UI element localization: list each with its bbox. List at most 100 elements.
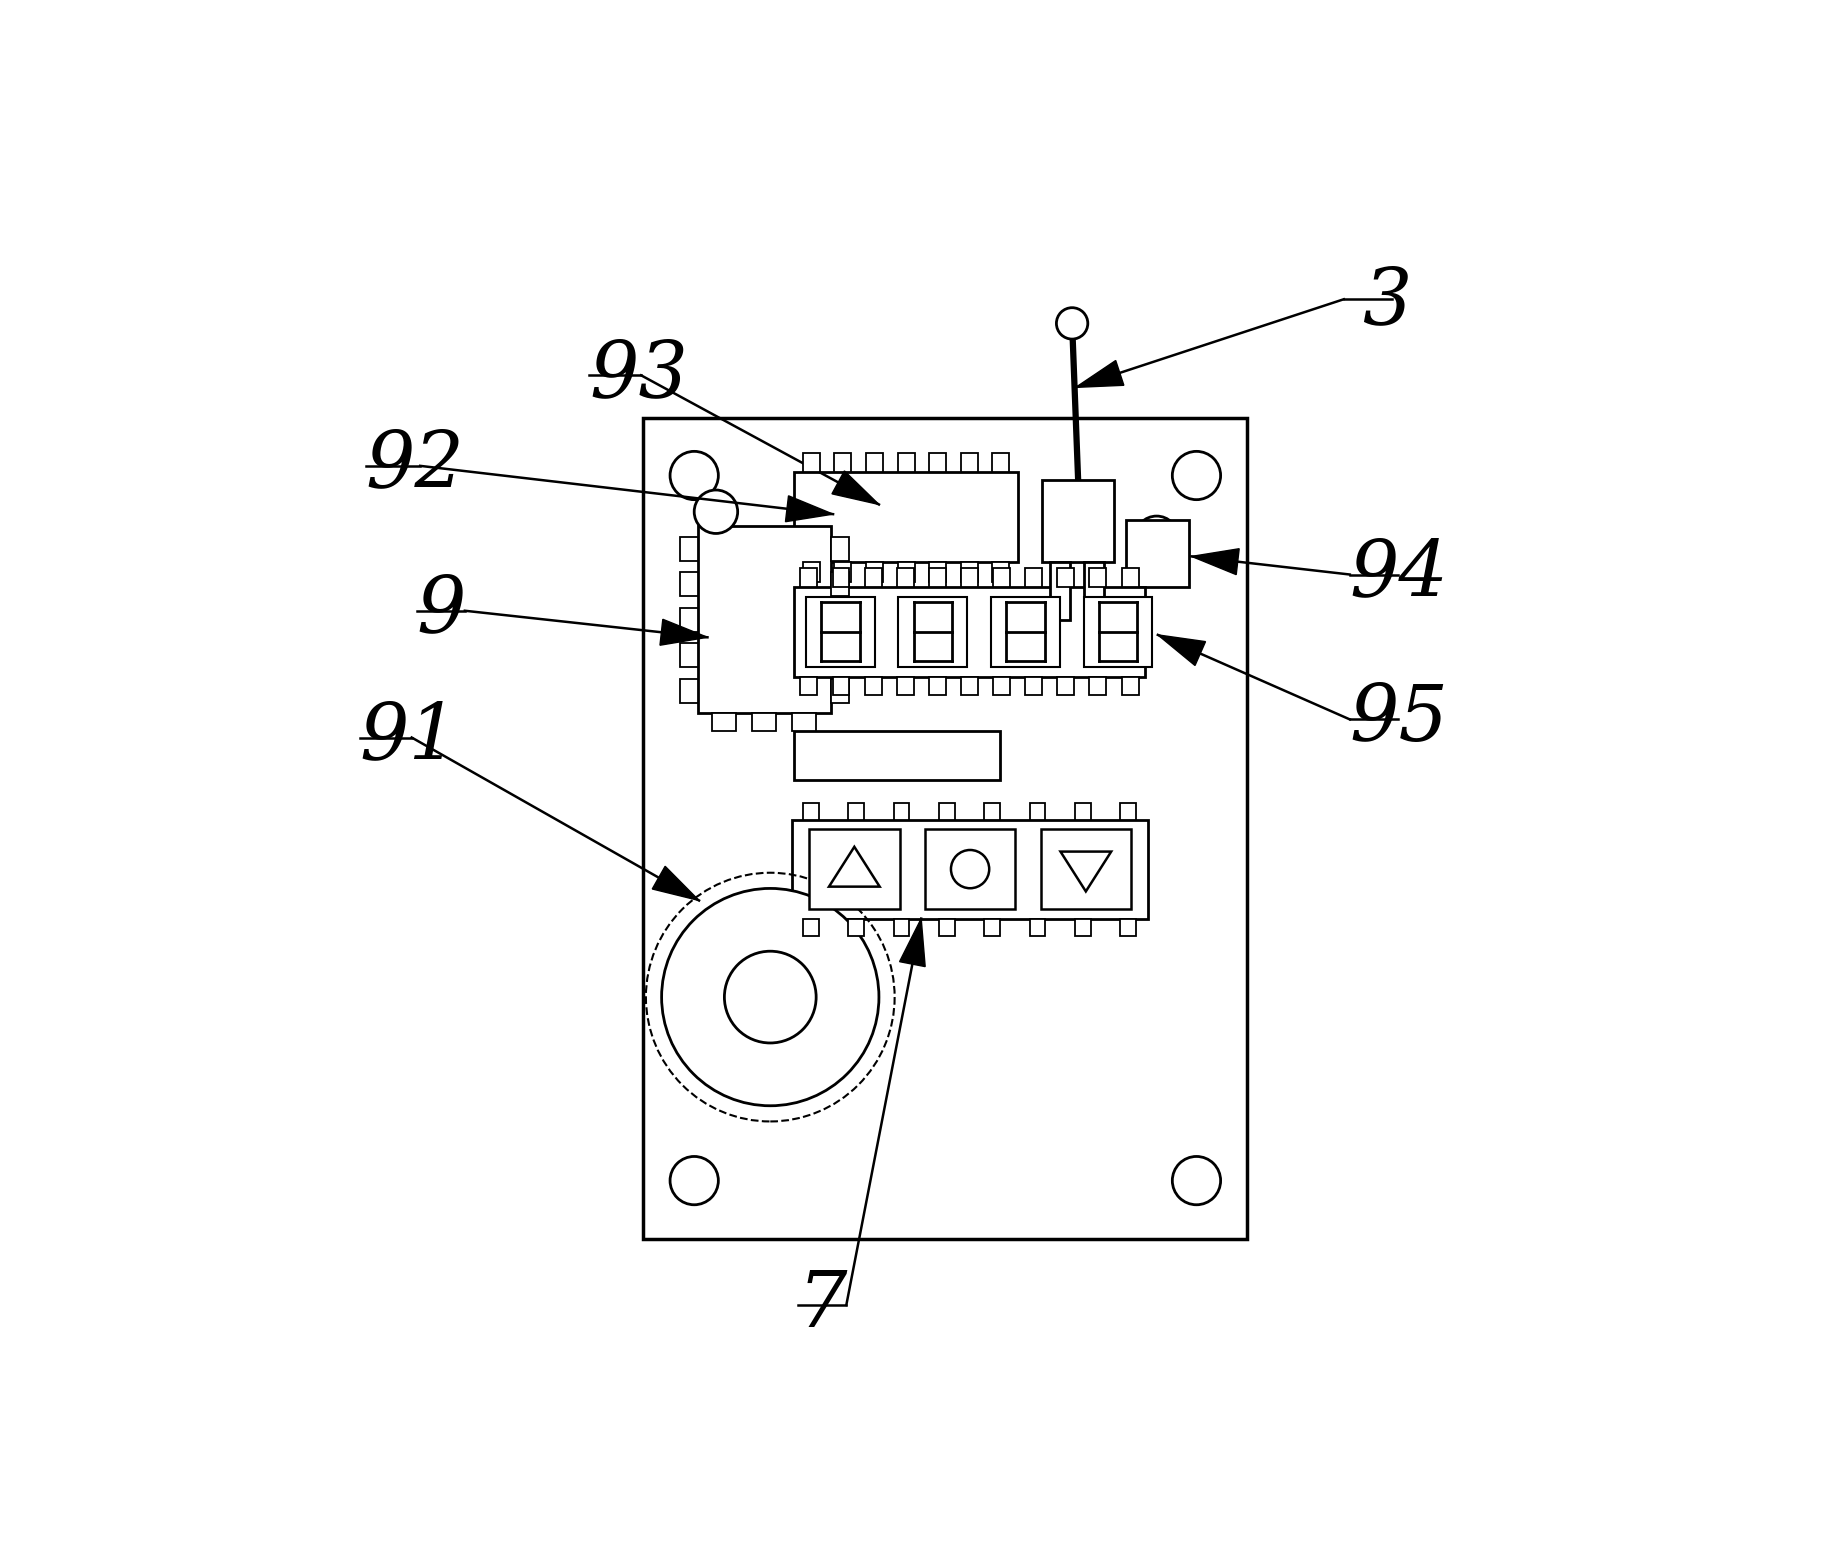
Text: 92: 92 — [366, 428, 464, 503]
Bar — [801, 677, 818, 695]
Bar — [894, 803, 909, 820]
Text: 94: 94 — [1349, 536, 1450, 613]
Circle shape — [1173, 452, 1220, 500]
Bar — [894, 919, 909, 936]
Bar — [834, 563, 852, 582]
Bar — [1040, 829, 1131, 909]
Bar — [832, 677, 849, 695]
Bar — [865, 569, 881, 586]
Circle shape — [670, 1157, 717, 1204]
Bar — [794, 472, 1018, 563]
Bar — [992, 453, 1009, 472]
Polygon shape — [832, 470, 880, 505]
Polygon shape — [1191, 549, 1238, 574]
Bar — [679, 536, 697, 561]
Polygon shape — [900, 919, 925, 966]
Bar — [834, 453, 852, 472]
Bar — [1058, 569, 1074, 586]
Bar — [679, 643, 697, 668]
Bar — [752, 713, 776, 732]
Bar — [896, 677, 914, 695]
Bar — [1074, 803, 1091, 820]
Polygon shape — [659, 619, 708, 644]
Bar — [809, 829, 900, 909]
Bar — [697, 527, 830, 713]
Bar — [794, 586, 1145, 677]
Text: 91: 91 — [361, 699, 459, 776]
Bar — [794, 731, 1000, 779]
Bar — [961, 677, 978, 695]
Bar — [929, 569, 945, 586]
Text: 93: 93 — [590, 337, 688, 414]
Bar — [1029, 919, 1045, 936]
Bar — [1049, 563, 1071, 621]
Bar — [1122, 569, 1138, 586]
Bar — [865, 677, 881, 695]
Bar — [940, 803, 954, 820]
Bar — [867, 453, 883, 472]
Circle shape — [1134, 516, 1178, 560]
Bar — [1122, 677, 1138, 695]
Circle shape — [694, 489, 738, 533]
Bar — [679, 679, 697, 702]
Bar — [832, 569, 849, 586]
Bar — [898, 597, 967, 666]
Bar — [1127, 521, 1189, 586]
Bar — [961, 563, 978, 582]
Bar — [961, 569, 978, 586]
Bar — [1120, 919, 1136, 936]
Bar — [992, 677, 1011, 695]
Bar — [929, 453, 947, 472]
Bar — [1074, 919, 1091, 936]
Text: 9: 9 — [417, 572, 466, 649]
Text: 95: 95 — [1349, 681, 1450, 757]
Bar — [803, 803, 819, 820]
Polygon shape — [1158, 635, 1206, 665]
Bar — [1120, 803, 1136, 820]
Bar — [1083, 563, 1104, 621]
Bar — [992, 563, 1009, 582]
Bar — [803, 919, 819, 936]
Bar — [1089, 677, 1107, 695]
Circle shape — [1173, 1157, 1220, 1204]
Bar — [896, 569, 914, 586]
Bar — [1029, 803, 1045, 820]
Bar — [830, 643, 849, 668]
Bar — [679, 608, 697, 632]
Bar — [830, 536, 849, 561]
Bar — [679, 572, 697, 596]
Bar — [1025, 677, 1042, 695]
Bar — [1025, 569, 1042, 586]
Bar — [992, 569, 1011, 586]
Polygon shape — [652, 866, 699, 900]
Text: 3: 3 — [1362, 265, 1411, 340]
Bar — [643, 417, 1247, 1239]
Bar — [929, 563, 947, 582]
Bar — [1042, 480, 1114, 563]
Bar — [792, 713, 816, 732]
Bar — [867, 563, 883, 582]
Bar — [830, 679, 849, 702]
Text: 7: 7 — [798, 1267, 847, 1344]
Bar — [929, 677, 945, 695]
Bar — [830, 572, 849, 596]
Polygon shape — [785, 495, 832, 522]
Bar — [803, 453, 819, 472]
Circle shape — [725, 952, 816, 1043]
Bar — [961, 453, 978, 472]
Bar — [801, 569, 818, 586]
Bar — [830, 608, 849, 632]
Bar — [792, 820, 1149, 919]
Circle shape — [670, 452, 717, 500]
Bar — [991, 597, 1060, 666]
Bar — [1083, 597, 1153, 666]
Bar — [712, 713, 736, 732]
Bar — [985, 803, 1000, 820]
Bar — [849, 919, 863, 936]
Bar — [849, 803, 863, 820]
Bar — [940, 919, 954, 936]
Bar — [1089, 569, 1107, 586]
Bar — [985, 919, 1000, 936]
Bar — [898, 563, 914, 582]
Bar — [1058, 677, 1074, 695]
